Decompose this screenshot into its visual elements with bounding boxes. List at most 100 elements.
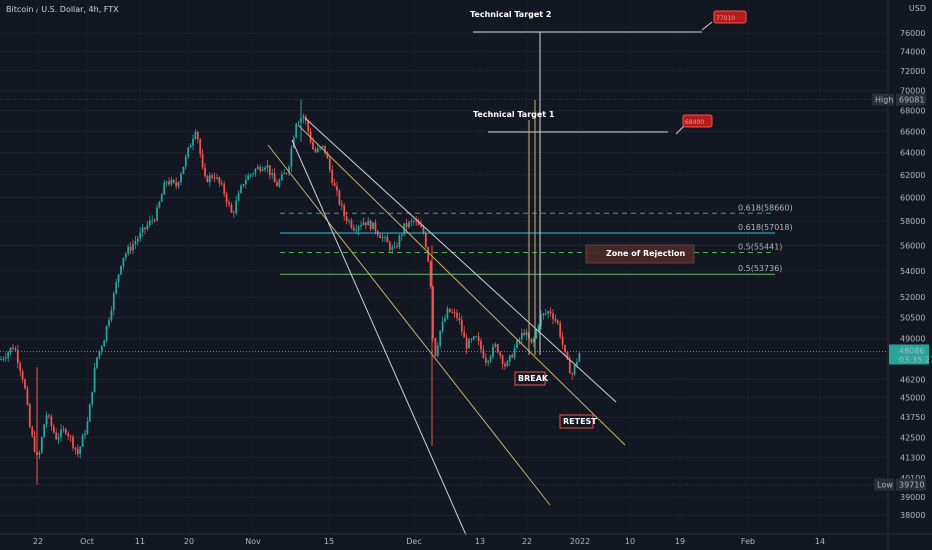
candle-body	[532, 338, 535, 343]
candle-body	[321, 145, 324, 148]
candle-body	[324, 145, 326, 153]
retest-label: RETEST	[563, 417, 597, 426]
y-tick-label: 58000	[900, 217, 925, 226]
candle-body	[112, 293, 115, 311]
candle-body	[552, 313, 554, 320]
candle-body	[446, 308, 449, 319]
candle-body	[110, 310, 113, 320]
y-tick-label: 70000	[900, 86, 925, 95]
candle-body	[508, 355, 511, 362]
y-tick-label: 38000	[900, 511, 925, 520]
candle-body	[100, 346, 103, 351]
chart-title: Bitcoin / U.S. Dollar, 4h, FTX	[6, 5, 119, 14]
candle-body	[525, 332, 528, 336]
candle-body	[0, 359, 2, 361]
candle-body	[256, 166, 259, 170]
candle-body	[278, 180, 281, 187]
candle-body	[463, 331, 466, 338]
annotations: Technical Target 2 Technical Target 1 7701…	[470, 10, 747, 429]
candle-body	[108, 319, 110, 326]
candle-body	[396, 246, 398, 248]
candle-body	[360, 225, 362, 227]
candle-body	[276, 182, 278, 187]
candle-body	[566, 351, 569, 360]
fib-levels: 0.618(58660) 0.618(57018) 0.5(55441) 0.5(53…	[280, 203, 793, 275]
y-tick-label: 41300	[900, 453, 925, 462]
candle-body	[501, 355, 504, 365]
y-tick-label: 46200	[900, 375, 925, 384]
candle-body	[172, 180, 175, 183]
candle-body	[84, 433, 86, 436]
candle-body	[136, 238, 139, 242]
candle-body	[568, 359, 571, 374]
candle-body	[511, 355, 514, 358]
candle-body	[564, 344, 566, 352]
candle-body	[319, 147, 322, 149]
candle-body	[254, 169, 257, 174]
candle-body	[333, 182, 336, 187]
high-tag-label: High	[875, 96, 893, 105]
candle-body	[561, 336, 564, 345]
candle-body	[247, 175, 250, 180]
candle-body	[50, 416, 53, 427]
currency-label[interactable]: USD	[909, 4, 926, 13]
candle-body	[451, 311, 454, 313]
last-price-box	[889, 344, 929, 365]
y-tick-label: 68000	[900, 107, 925, 116]
candle-body	[405, 223, 408, 228]
callout2-box	[713, 10, 747, 24]
x-tick-label: 22	[33, 537, 43, 546]
y-tick-label: 39000	[900, 493, 925, 502]
trend-drawings	[267, 21, 713, 536]
candle-body	[441, 321, 444, 331]
candle-body	[55, 432, 58, 440]
candle-body	[355, 229, 358, 231]
candle-body	[252, 173, 254, 175]
candle-body	[343, 205, 346, 217]
candle-body	[487, 360, 490, 363]
candle-body	[434, 337, 437, 356]
candle-body	[504, 364, 506, 367]
y-tick-label: 74000	[900, 48, 925, 57]
candle-body	[9, 347, 12, 353]
candle-body	[105, 325, 108, 341]
candle-body	[170, 180, 173, 185]
candle-body	[292, 137, 295, 148]
candle-body	[204, 167, 206, 177]
candle-body	[544, 313, 547, 315]
x-tick-label: 11	[135, 537, 145, 546]
candle-body	[57, 437, 60, 440]
low-tag	[874, 478, 894, 491]
x-tick-label: 19	[675, 537, 685, 546]
candle-body	[67, 433, 70, 437]
x-tick-label: 22	[522, 537, 532, 546]
candle-body	[139, 232, 142, 239]
y-tick-label: 43750	[900, 413, 925, 422]
candle-body	[523, 333, 526, 336]
candle-body	[163, 182, 166, 195]
candle-body	[151, 220, 154, 221]
candle-body	[547, 311, 550, 314]
candle-body	[309, 131, 312, 142]
candle-body	[482, 349, 485, 358]
candle-body	[12, 347, 14, 349]
candle-body	[117, 274, 120, 283]
candle-body	[19, 363, 22, 372]
candle-body	[242, 184, 245, 186]
candle-body	[340, 203, 343, 206]
candle-body	[530, 338, 533, 343]
candle-body	[48, 415, 50, 417]
candle-body	[388, 242, 391, 250]
candle-body	[16, 350, 19, 364]
candle-body	[230, 204, 233, 213]
candle-body	[76, 448, 79, 454]
candle-body	[223, 184, 226, 194]
candle-body	[187, 147, 190, 157]
candle-body	[556, 320, 559, 323]
x-tick-label: 15	[324, 537, 334, 546]
candle-body	[444, 318, 446, 322]
y-tick-label: 52000	[900, 293, 925, 302]
candle-body	[393, 246, 396, 248]
candle-body	[177, 182, 180, 187]
